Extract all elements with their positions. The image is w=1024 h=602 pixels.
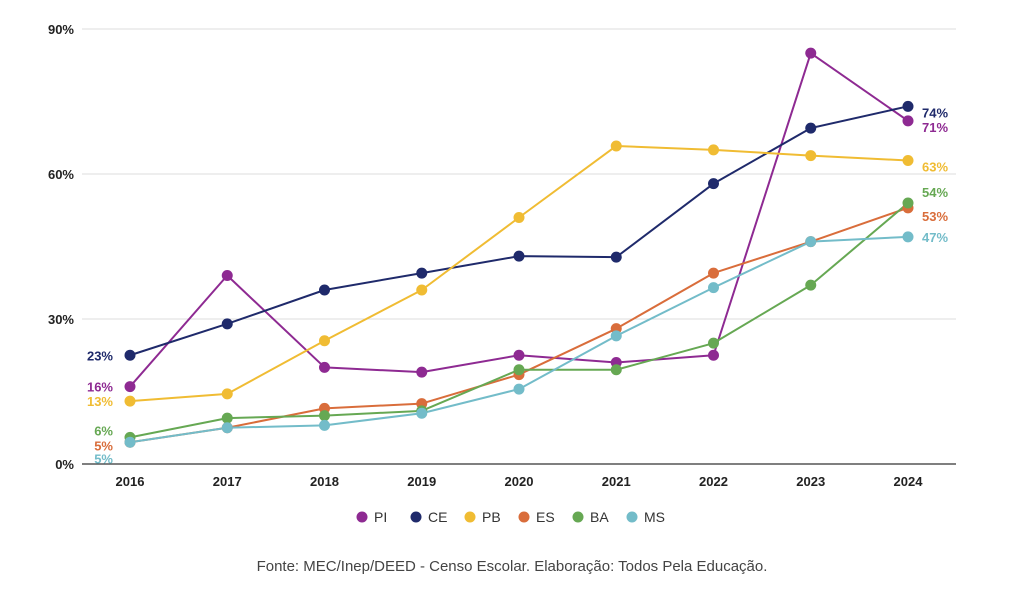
data-point-ms — [319, 419, 330, 431]
x-tick-label: 2016 — [116, 474, 145, 489]
series-line-pb — [129, 144, 909, 403]
data-point-ms — [124, 436, 136, 448]
end-label-pb: 63% — [922, 159, 948, 174]
legend-marker-ce — [410, 511, 422, 523]
y-tick-label: 60% — [48, 167, 74, 182]
data-point-pi — [902, 115, 914, 127]
data-point-ba — [221, 412, 233, 424]
data-point-ba — [805, 279, 817, 291]
data-point-ms — [805, 236, 817, 248]
series-line-es — [129, 206, 909, 444]
data-point-ce — [416, 267, 428, 279]
x-tick-label: 2018 — [310, 474, 339, 489]
data-point-pb — [805, 150, 817, 162]
data-point-ba — [319, 410, 330, 422]
data-point-es — [708, 267, 719, 279]
data-point-pi — [221, 270, 233, 281]
series-points — [124, 47, 914, 448]
start-label-pb: 13% — [87, 394, 113, 409]
data-point-ce — [708, 178, 719, 190]
legend-label-ce: CE — [428, 509, 447, 525]
data-point-pb — [708, 144, 719, 156]
legend-marker-pi — [356, 511, 368, 523]
start-label-pi: 16% — [87, 380, 113, 395]
data-point-pb — [513, 212, 525, 223]
data-point-pi — [513, 349, 525, 361]
start-label-es: 5% — [94, 438, 113, 453]
start-label-ms: 5% — [94, 451, 113, 466]
series-labels: 16% 71% 23% 74% 13% 63% 5% 53% 6% 54% 5% 47% — [87, 105, 948, 466]
data-point-ms — [610, 330, 622, 342]
data-point-ce — [902, 100, 914, 112]
data-point-ba — [513, 364, 525, 376]
y-tick-label: 30% — [48, 312, 74, 327]
data-point-pb — [319, 335, 330, 347]
y-tick-label: 0% — [55, 457, 74, 472]
y-axis: 0% 30% 60% 90% — [48, 22, 74, 472]
x-axis: 2016 2017 2018 2019 2020 2021 2022 2023 2024 — [82, 463, 956, 489]
x-tick-label: 2024 — [894, 474, 924, 489]
data-point-pb — [610, 140, 622, 152]
grid-lines — [82, 28, 956, 320]
data-point-ce — [610, 251, 622, 263]
data-point-pi — [416, 366, 428, 378]
legend-marker-ba — [572, 511, 584, 523]
legend-label-ba: BA — [590, 509, 609, 525]
data-point-ba — [902, 197, 914, 209]
data-point-ms — [416, 407, 428, 419]
series-line-ba — [129, 202, 909, 439]
y-tick-label: 90% — [48, 22, 74, 37]
legend-label-ms: MS — [644, 509, 665, 525]
legend-label-pb: PB — [482, 509, 501, 525]
data-point-pb — [221, 388, 233, 400]
data-point-ms — [221, 422, 233, 434]
data-point-pb — [416, 284, 428, 296]
data-point-pi — [708, 349, 719, 361]
x-tick-label: 2023 — [796, 474, 825, 489]
end-label-ms: 47% — [922, 230, 948, 245]
source-note: Fonte: MEC/Inep/DEED - Censo Escolar. El… — [256, 558, 768, 575]
data-point-ce — [124, 349, 136, 361]
data-point-ce — [805, 122, 817, 134]
legend-marker-pb — [464, 511, 476, 523]
end-label-pi: 71% — [922, 120, 948, 135]
data-point-pi — [319, 361, 330, 373]
data-point-ms — [902, 231, 914, 243]
data-point-ce — [221, 318, 233, 330]
start-label-ce: 23% — [87, 348, 113, 363]
legend-label-es: ES — [536, 509, 555, 525]
end-label-ba: 54% — [922, 185, 948, 200]
data-point-ba — [708, 337, 719, 349]
end-label-ce: 74% — [922, 105, 948, 120]
data-point-pi — [805, 47, 817, 59]
start-label-ba: 6% — [94, 423, 113, 438]
legend-label-pi: PI — [374, 509, 387, 525]
x-tick-label: 2020 — [505, 474, 534, 489]
data-point-pb — [124, 395, 136, 407]
legend: PI CE PB ES BA MS — [356, 509, 665, 525]
series-line-ms — [129, 235, 909, 444]
data-point-ce — [319, 284, 330, 296]
x-tick-label: 2022 — [699, 474, 728, 489]
x-tick-label: 2019 — [407, 474, 436, 489]
data-point-ce — [513, 250, 525, 262]
x-tick-label: 2021 — [602, 474, 631, 489]
legend-marker-ms — [626, 511, 638, 523]
x-tick-label: 2017 — [213, 474, 242, 489]
series-line-ce — [129, 105, 909, 357]
data-point-pi — [124, 381, 136, 393]
legend-marker-es — [518, 511, 530, 523]
data-point-ba — [610, 364, 622, 376]
end-label-es: 53% — [922, 209, 948, 224]
data-point-ms — [513, 383, 525, 395]
data-point-pb — [902, 154, 914, 166]
data-point-ms — [708, 282, 719, 294]
